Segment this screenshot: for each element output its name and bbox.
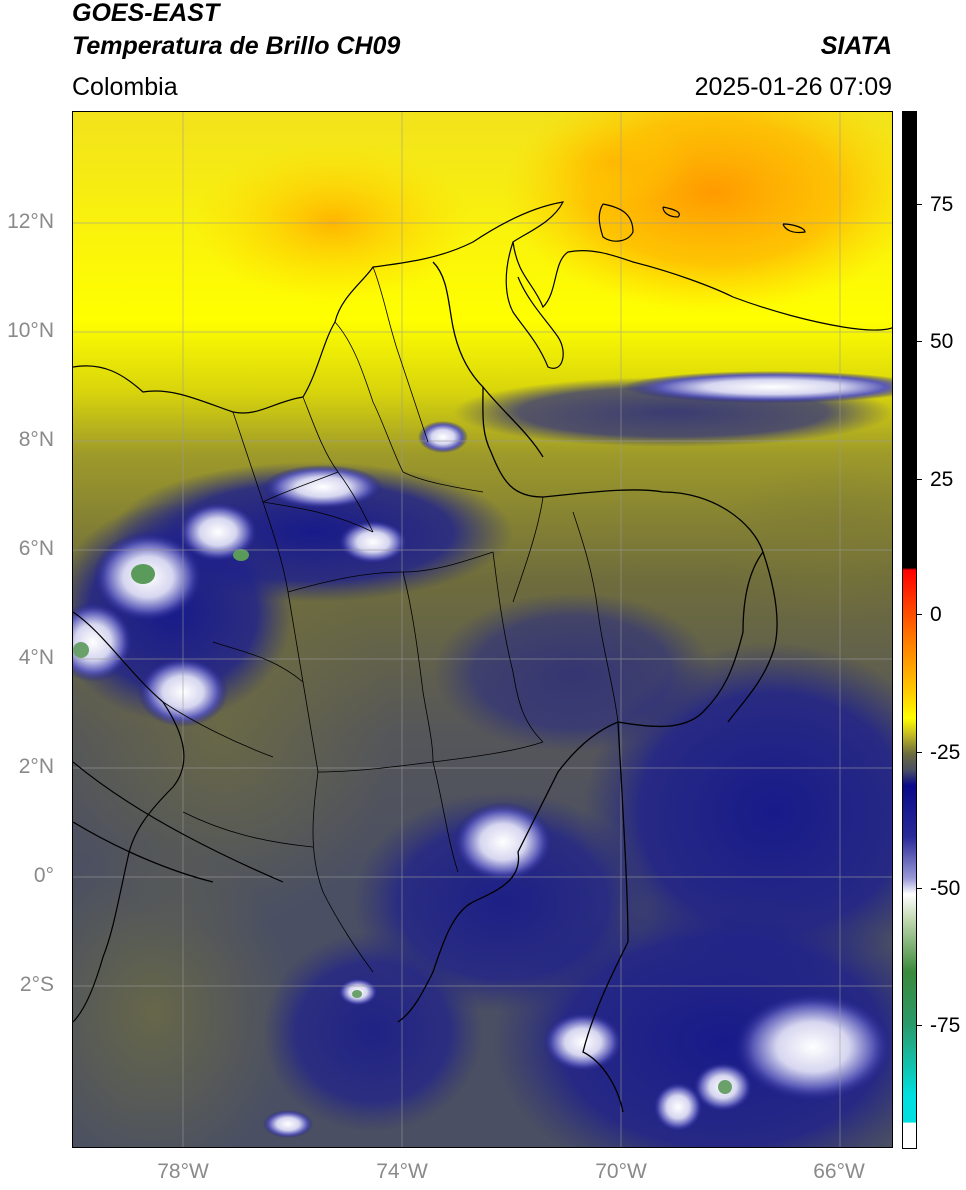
colorbar-label-neg75: -75 <box>930 1014 961 1037</box>
colorbar-tick <box>917 614 922 615</box>
lat-label-10n: 10°N <box>7 319 54 342</box>
brand-label: SIATA <box>820 32 892 60</box>
lat-label-6n: 6°N <box>18 537 54 560</box>
lon-label-70w: 70°W <box>595 1160 647 1183</box>
lon-label-74w: 74°W <box>376 1160 428 1183</box>
warm-area-north <box>193 142 473 302</box>
olive-area-east <box>713 462 892 622</box>
lat-label-12n: 12°N <box>7 210 54 233</box>
colorbar-tick <box>917 204 922 205</box>
region-label: Colombia <box>72 73 178 101</box>
colorbar-label-25: 25 <box>930 468 954 491</box>
warm-area-north-2 <box>533 117 693 207</box>
cold-area-amazon <box>263 932 483 1132</box>
colorbar-label-neg50: -50 <box>930 877 961 900</box>
map-canvas <box>73 112 892 1147</box>
colorbar-tick <box>917 479 922 480</box>
product-title: Temperatura de Brillo CH09 <box>72 32 401 60</box>
satellite-map <box>72 111 893 1148</box>
colorbar-tick <box>917 888 922 889</box>
lat-label-2s: 2°S <box>19 973 54 996</box>
lat-label-0: 0° <box>33 864 54 887</box>
lon-label-78w: 78°W <box>157 1160 209 1183</box>
satellite-title: GOES-EAST <box>72 0 220 27</box>
lat-label-8n: 8°N <box>18 428 54 451</box>
colorbar-label-75: 75 <box>930 193 954 216</box>
timestamp-label: 2025-01-26 07:09 <box>694 73 892 101</box>
cold-area-center <box>433 592 713 752</box>
colorbar-label-50: 50 <box>930 330 954 353</box>
country-borders <box>73 261 778 1113</box>
colorbar-label-neg25: -25 <box>930 741 961 764</box>
colorbar-tick <box>917 752 922 753</box>
lat-label-2n: 2°N <box>18 755 54 778</box>
colorbar <box>902 111 917 1149</box>
department-borders <box>162 266 619 973</box>
colorbar-tick <box>917 341 922 342</box>
lon-label-66w: 66°W <box>813 1160 865 1183</box>
lat-label-4n: 4°N <box>18 646 54 669</box>
coastlines <box>73 201 892 1023</box>
colorbar-tick <box>917 1025 922 1026</box>
colorbar-label-0: 0 <box>930 603 942 626</box>
convective-clouds <box>73 371 892 1138</box>
graticule <box>73 112 892 1147</box>
